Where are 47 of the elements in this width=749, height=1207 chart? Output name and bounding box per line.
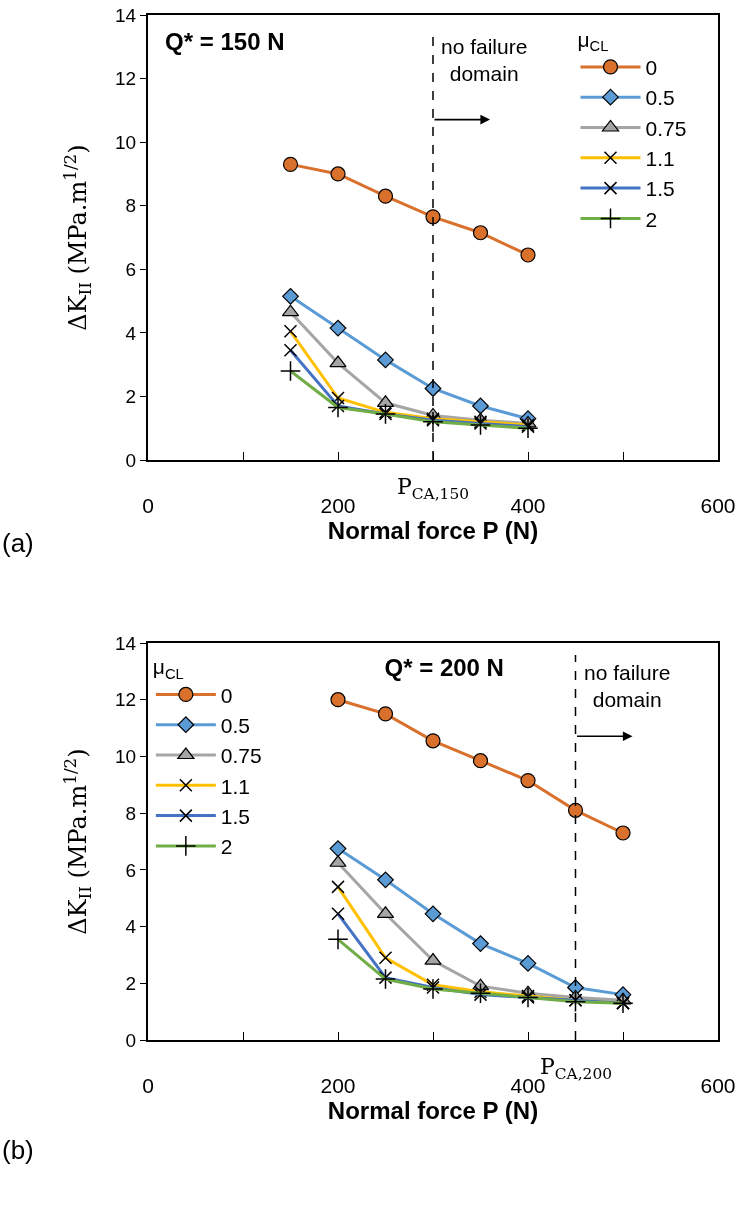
legend-label: 0 <box>220 683 233 707</box>
annotation: no failure domain <box>441 35 528 86</box>
x-axis-title: Normal force P (N) <box>327 1097 539 1125</box>
text: Q* = 200 N <box>384 653 504 681</box>
y-tick-label: 12 <box>115 68 137 90</box>
y-tick-label: 8 <box>125 802 137 824</box>
x-tick-label: 600 <box>700 494 736 518</box>
y-tick-label: 2 <box>125 972 137 994</box>
x-tick-label: 400 <box>510 1074 546 1098</box>
legend-title: μ$_{CL}$ <box>577 27 609 55</box>
text: (b) <box>2 1135 34 1165</box>
text: Q* = 150 N <box>165 27 285 55</box>
legend-label: 0.5 <box>220 713 251 737</box>
y-tick-label: 0 <box>125 1029 137 1051</box>
y-tick-label: 0 <box>125 449 137 471</box>
legend-label: 0 <box>645 56 658 80</box>
x-tick-label: 200 <box>320 494 356 518</box>
legend-label: 0.5 <box>645 86 675 110</box>
text: (a) <box>2 528 34 558</box>
legend-title: μ$_{CL}$ <box>152 655 184 682</box>
y-tick-label: 14 <box>115 4 137 26</box>
x-axis-title: Normal force P (N) <box>327 517 539 545</box>
ref-line-label: P$_{CA,150}$ <box>397 474 469 503</box>
y-tick-label: 4 <box>125 322 137 344</box>
y-tick-label: 10 <box>115 746 137 768</box>
legend-label: 1.1 <box>645 146 675 170</box>
legend-label: 1.5 <box>220 804 251 828</box>
y-tick-label: 4 <box>125 916 137 938</box>
legend-label: 1.1 <box>220 774 251 798</box>
x-tick-label: 0 <box>142 1074 154 1098</box>
annotation: no failure domain <box>584 661 671 712</box>
x-tick-label: 0 <box>142 494 154 518</box>
x-tick-label: 600 <box>700 1074 736 1098</box>
x-tick-label: 400 <box>510 494 546 518</box>
y-tick-label: 8 <box>125 195 137 217</box>
legend-label: 2 <box>645 207 658 231</box>
y-tick-label: 14 <box>115 632 137 654</box>
y-tick-label: 6 <box>125 258 137 280</box>
y-tick-label: 6 <box>125 859 137 881</box>
x-tick-label: 200 <box>320 1074 356 1098</box>
legend-label: 1.5 <box>645 177 675 201</box>
legend-label: 2 <box>220 835 233 859</box>
legend-label: 0.75 <box>220 744 262 768</box>
y-tick-label: 2 <box>125 386 137 408</box>
y-tick-label: 10 <box>115 131 137 153</box>
y-tick-label: 12 <box>115 689 137 711</box>
legend-label: 0.75 <box>645 116 687 140</box>
